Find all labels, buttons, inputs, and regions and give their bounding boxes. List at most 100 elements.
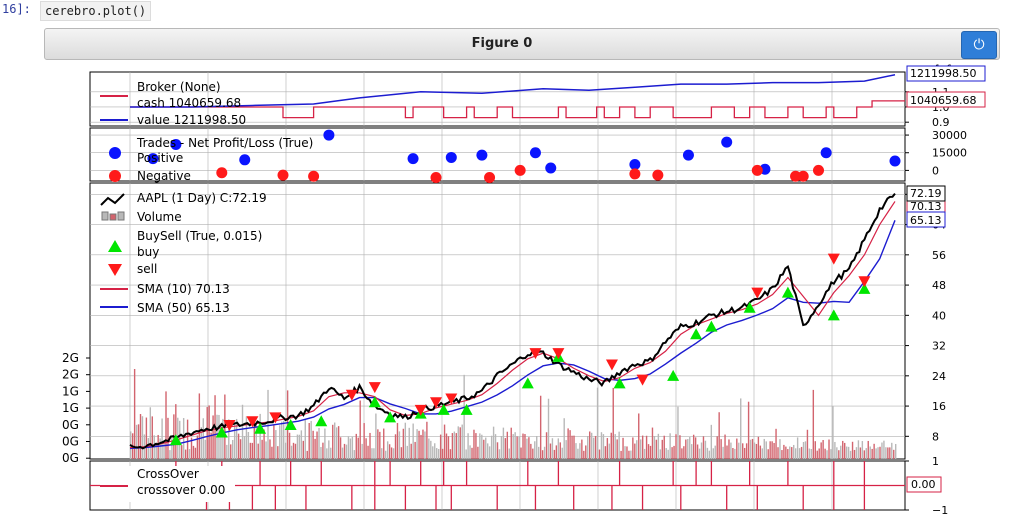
volume-bar	[330, 447, 332, 459]
volume-bar	[561, 447, 563, 459]
volume-bar	[655, 439, 658, 459]
volume-bar	[798, 448, 801, 459]
volume-bar	[273, 425, 275, 459]
volume-bar	[141, 416, 144, 459]
volume-bar	[157, 434, 159, 459]
volume-bar	[610, 432, 612, 459]
legend-sell-marker	[108, 264, 122, 276]
volume-bar	[418, 430, 420, 459]
volume-bar	[506, 431, 509, 459]
volume-bar	[814, 441, 816, 459]
buy-marker	[368, 396, 381, 408]
volume-bar	[696, 444, 699, 459]
crossover-legend-bg	[100, 466, 235, 502]
legend-buy-marker	[108, 240, 122, 252]
volume-bar	[284, 442, 287, 459]
trade-positive-point	[820, 147, 832, 159]
volume-bar	[477, 446, 479, 459]
volume-bar	[883, 440, 885, 459]
price-tick-label: 8	[932, 430, 939, 443]
volume-bar	[194, 447, 197, 459]
volume-bar	[488, 446, 491, 459]
volume-bar	[694, 437, 697, 459]
volume-bar	[306, 450, 308, 459]
volume-bar	[641, 435, 644, 459]
crossover-tick-label: 1	[932, 455, 939, 468]
volume-bar	[781, 450, 783, 459]
sell-marker	[529, 348, 542, 360]
trade-negative-point	[484, 171, 496, 183]
trade-negative-point	[430, 171, 442, 183]
volume-bar	[186, 419, 189, 459]
trade-positive-point	[407, 153, 419, 165]
volume-bar	[845, 446, 848, 459]
sell-marker	[751, 287, 764, 299]
price-legend-sma50: SMA (50) 65.13	[137, 301, 230, 315]
volume-bar	[736, 438, 738, 459]
volume-bar	[516, 436, 518, 459]
volume-bar	[808, 448, 811, 459]
volume-bar	[681, 448, 683, 459]
price-legend-sma10: SMA (10) 70.13	[137, 282, 230, 296]
volume-bar	[353, 450, 356, 459]
volume-bar	[335, 427, 338, 459]
power-icon[interactable]: ⏻	[961, 31, 997, 59]
volume-bar	[832, 406, 834, 459]
volume-bar	[640, 439, 642, 459]
volume-bar	[879, 446, 881, 459]
volume-bar	[200, 427, 203, 459]
close-tag-text: 72.19	[910, 187, 942, 200]
price-tick-label: 32	[932, 340, 946, 353]
volume-bar	[743, 447, 746, 459]
volume-bar	[667, 449, 669, 459]
volume-bar	[700, 442, 703, 459]
volume-bar	[567, 428, 569, 459]
volume-bar	[755, 443, 758, 459]
volume-bar	[487, 443, 489, 459]
cell-prompt: 16]:	[2, 2, 31, 16]
volume-bar	[553, 449, 556, 459]
buy-marker	[827, 309, 840, 321]
volume-bar	[528, 437, 530, 459]
volume-bar	[751, 438, 754, 459]
volume-bar	[339, 437, 342, 459]
trade-positive-point	[629, 159, 641, 171]
volume-bar	[842, 440, 844, 459]
volume-bar	[500, 436, 503, 459]
volume-bar	[828, 439, 830, 459]
buy-marker	[521, 377, 534, 389]
volume-bar	[485, 437, 487, 459]
volume-bar	[543, 446, 546, 459]
volume-bar	[810, 449, 813, 459]
volume-bar	[233, 421, 236, 459]
volume-bar	[661, 439, 663, 459]
volume-bar	[671, 447, 673, 459]
volume-bar	[137, 424, 140, 459]
volume-bar	[875, 448, 877, 459]
broker-legend-value: value 1211998.50	[137, 113, 246, 127]
volume-bar	[447, 436, 450, 459]
volume-bar	[757, 436, 760, 459]
volume-bar	[659, 449, 662, 459]
volume-bar	[620, 450, 622, 459]
volume-bar	[198, 393, 201, 459]
volume-bar	[243, 436, 246, 459]
volume-bar	[283, 420, 285, 459]
volume-bar	[139, 414, 142, 459]
broker-legend-cash: cash 1040659.68	[137, 96, 241, 110]
volume-bar	[261, 439, 263, 459]
volume-bar	[408, 427, 410, 459]
volume-bar	[367, 445, 369, 459]
volume-bar	[377, 429, 379, 459]
volume-bar	[826, 450, 828, 459]
volume-bar	[767, 449, 769, 459]
volume-bar	[747, 401, 750, 459]
trade-negative-point	[514, 164, 526, 176]
volume-bar	[190, 437, 193, 459]
crossover-legend-value: crossover 0.00	[137, 483, 225, 497]
volume-tick-label: 2G	[62, 351, 79, 365]
code-cell[interactable]: cerebro.plot()	[40, 1, 152, 21]
volume-bar	[434, 443, 436, 459]
volume-bar	[836, 447, 838, 459]
